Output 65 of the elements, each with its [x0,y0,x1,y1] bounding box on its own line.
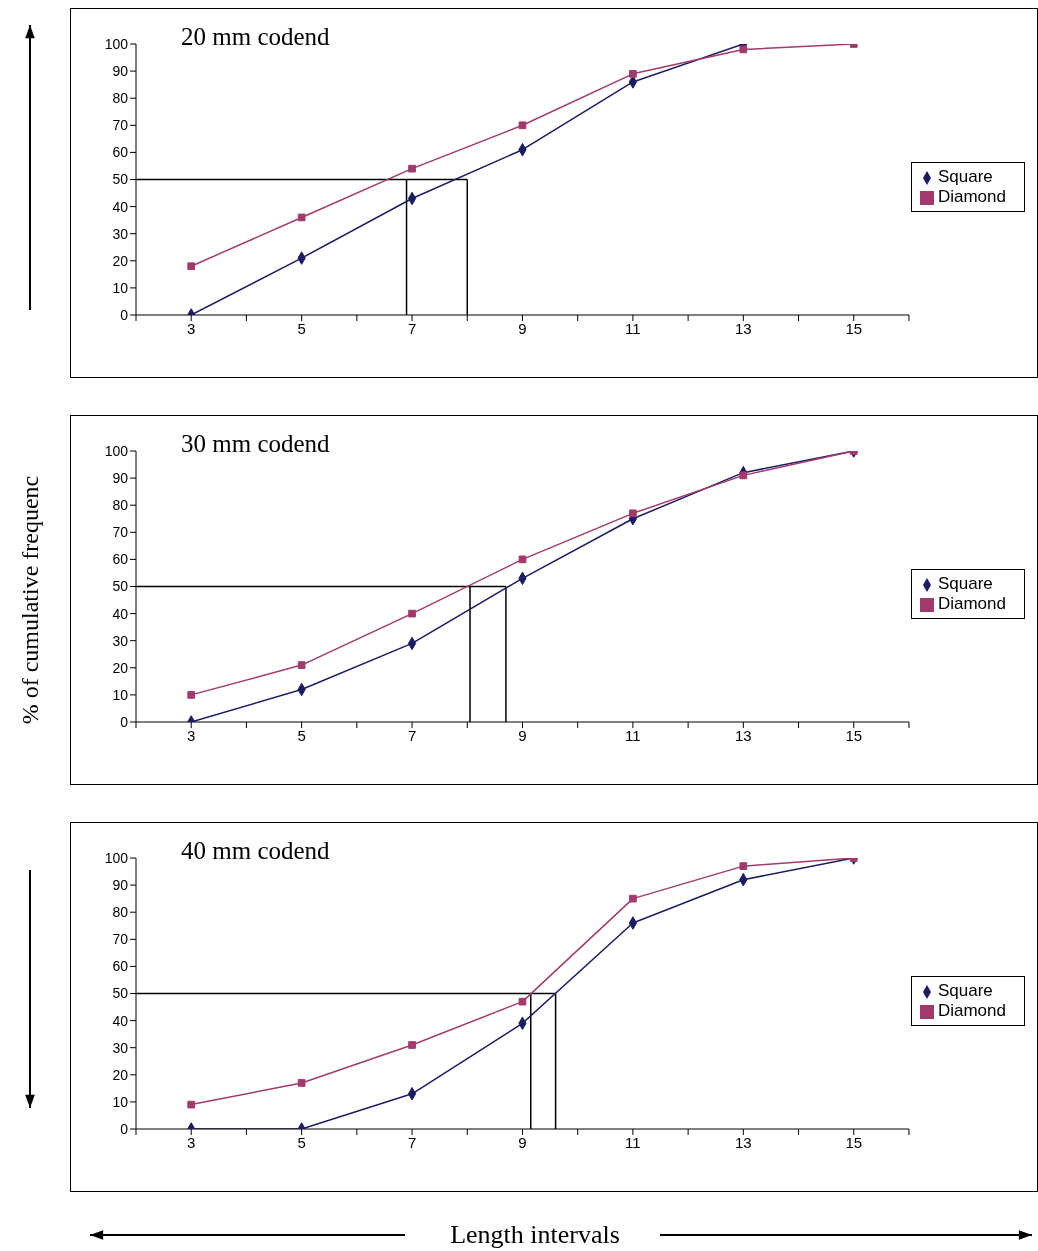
x-tick-label: 5 [297,1133,306,1151]
x-tick-label: 5 [297,319,306,337]
y-tick-label: 90 [112,877,129,894]
chart-title: 20 mm codend [181,23,330,51]
y-tick-label: 30 [112,1039,129,1056]
y-tick-label: 70 [112,931,129,948]
y-tick-label: 40 [112,198,129,215]
x-tick-label: 7 [407,726,417,744]
legend-label: Square [937,167,993,186]
y-tick-label: 100 [104,849,129,866]
y-tick-label: 20 [112,252,129,269]
x-tick-label: 15 [845,319,863,337]
y-tick-label: 50 [112,171,129,188]
x-tick-label: 5 [297,726,306,744]
y-tick-label: 0 [120,713,129,730]
x-tick-label: 13 [734,319,752,337]
legend-label: Diamond [937,187,1006,206]
y-tick-label: 10 [112,1093,129,1110]
y-tick-label: 80 [112,904,129,921]
chart-title: 40 mm codend [181,837,330,865]
y-tick-label: 0 [120,306,129,323]
y-tick-label: 40 [112,605,129,622]
chart-title: 30 mm codend [181,430,330,458]
y-tick-label: 60 [112,551,129,568]
x-tick-label: 15 [845,726,863,744]
x-tick-label: 9 [518,726,527,744]
y-tick-label: 100 [104,442,129,459]
y-tick-label: 20 [112,659,129,676]
x-tick-label: 9 [518,319,527,337]
y-tick-label: 10 [112,279,129,296]
y-tick-label: 60 [112,958,129,975]
y-tick-label: 70 [112,524,129,541]
y-tick-label: 40 [112,1012,129,1029]
legend-label: Diamond [937,594,1006,613]
x-tick-label: 15 [845,1133,863,1151]
x-tick-label: 11 [625,1133,641,1151]
x-tick-label: 11 [625,726,641,744]
x-tick-label: 7 [407,1133,417,1151]
legend-label: Square [937,981,993,1000]
legend-label: Square [937,574,993,593]
y-tick-label: 80 [112,90,129,107]
y-tick-label: 90 [112,63,129,80]
y-tick-label: 20 [112,1066,129,1083]
y-tick-label: 30 [112,632,129,649]
x-tick-label: 11 [625,319,641,337]
x-tick-label: 13 [734,726,752,744]
x-tick-label: 3 [187,319,196,337]
y-tick-label: 90 [112,470,129,487]
x-tick-label: 9 [518,1133,527,1151]
y-tick-label: 50 [112,985,129,1002]
y-tick-label: 0 [120,1120,129,1137]
y-tick-label: 80 [112,497,129,514]
legend-label: Diamond [937,1001,1006,1020]
y-tick-label: 10 [112,686,129,703]
x-tick-label: 3 [187,1133,196,1151]
y-tick-label: 70 [112,117,129,134]
x-tick-label: 7 [407,319,417,337]
y-tick-label: 30 [112,225,129,242]
y-tick-label: 100 [104,35,129,52]
x-tick-label: 13 [734,1133,752,1151]
y-tick-label: 50 [112,578,129,595]
y-axis-title: % of cumulative frequenc [16,475,44,725]
x-axis-title: Length intervals [450,1220,620,1250]
y-tick-label: 60 [112,144,129,161]
x-tick-label: 3 [187,726,196,744]
